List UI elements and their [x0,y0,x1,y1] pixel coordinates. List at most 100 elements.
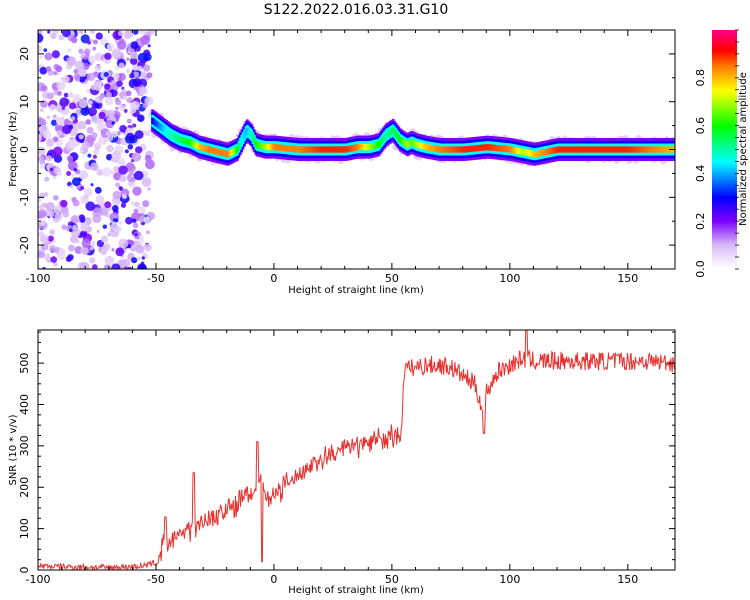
noise-blob [100,235,109,243]
ridge-core [430,144,433,152]
noise-blob [67,48,72,53]
ridge-core [355,144,358,151]
ridge-core [217,148,221,156]
snr-y-tick-label: 400 [18,394,31,415]
colorbar-swatch [712,65,737,69]
ridge-core [505,145,508,153]
ridge-core [457,146,460,153]
ridge-core [653,146,657,153]
ridge-core [393,129,396,136]
colorbar-swatch [712,49,737,53]
ridge-core [264,144,268,151]
noise-blob [80,223,89,232]
ridge-core [333,146,337,153]
noise-blob [67,64,72,70]
ridge-core [413,140,416,147]
ridge-core [472,145,476,152]
noise-blob [52,114,57,119]
ridge-core [601,146,604,153]
noise-blob [62,124,72,135]
noise-blob [56,117,65,126]
noise-blob [47,30,51,34]
ridge-core [642,146,646,153]
ridge-core [639,146,643,153]
noise-blob [95,195,105,205]
noise-blob [126,132,135,141]
noise-blob [136,256,141,261]
noise-blob [111,130,118,138]
colorbar-swatch [712,239,737,242]
noise-blob [132,123,137,128]
ridge-core [447,146,450,153]
colorbar-swatch [712,151,737,155]
noise-blob [75,136,79,140]
ridge-core [530,150,534,157]
ridge-core [524,149,528,156]
ridge-core [207,146,211,153]
ridge-core [421,143,425,150]
ridge-core [179,136,183,144]
colorbar-swatch [712,57,737,61]
noise-blob [49,229,56,235]
ridge-core [656,146,660,153]
ridge-core [598,146,602,153]
colorbar-swatch [712,159,737,163]
ridge-core [575,146,579,153]
noise-blob [106,130,112,136]
noise-blob [50,119,58,126]
ridge-core [418,142,422,149]
ridge-core [314,146,317,153]
ridge-core [284,145,287,152]
ridge-core [196,143,200,150]
noise-blob [67,92,74,98]
ridge-core [438,146,442,153]
colorbar-swatch [712,235,737,238]
ridge-core [485,144,488,151]
colorbar-swatch [712,129,737,133]
colorbar-swatch [712,103,737,107]
noise-blob [125,90,132,97]
ridge-core [587,146,590,153]
colorbar-swatch [712,109,737,113]
noise-blob [118,62,125,69]
colorbar-swatch [712,117,737,121]
noise-blob [104,255,115,266]
spectrogram-y-tick-label: -20 [18,236,31,254]
colorbar-swatch [712,143,737,147]
ridge-core [315,146,319,153]
colorbar-swatch [712,67,737,71]
noise-blob [104,52,112,61]
colorbar-swatch [712,217,737,220]
ridge-core [370,143,374,150]
ridge-core [636,146,640,153]
noise-blob [67,258,72,262]
ridge-core [478,144,481,152]
ridge-core [585,146,589,153]
ridge-core [424,143,428,151]
noise-blob [86,126,94,134]
noise-blob [63,92,69,98]
noise-blob [91,132,98,139]
ridge-core [302,146,306,153]
ridge-core [645,146,648,153]
ridge-core [461,146,464,153]
ridge-core [274,144,277,151]
colorbar-swatch [712,185,737,188]
ridge-core [602,146,606,153]
ridge-core [186,138,190,145]
noise-blob [127,266,132,269]
ridge-core [551,147,555,154]
noise-blob [147,186,152,191]
ridge-core [434,145,437,152]
noise-blob [130,51,138,60]
ridge-core [161,125,164,132]
ridge-core [352,144,355,152]
ridge-core [493,144,497,151]
ridge-core [428,144,432,151]
snr-x-axis-label: Height of straight line (km) [288,585,424,596]
ridge-core [323,146,327,153]
ridge-core [325,146,328,153]
noise-blob [129,57,138,65]
ridge-core [188,138,191,146]
noise-blob [45,89,49,93]
